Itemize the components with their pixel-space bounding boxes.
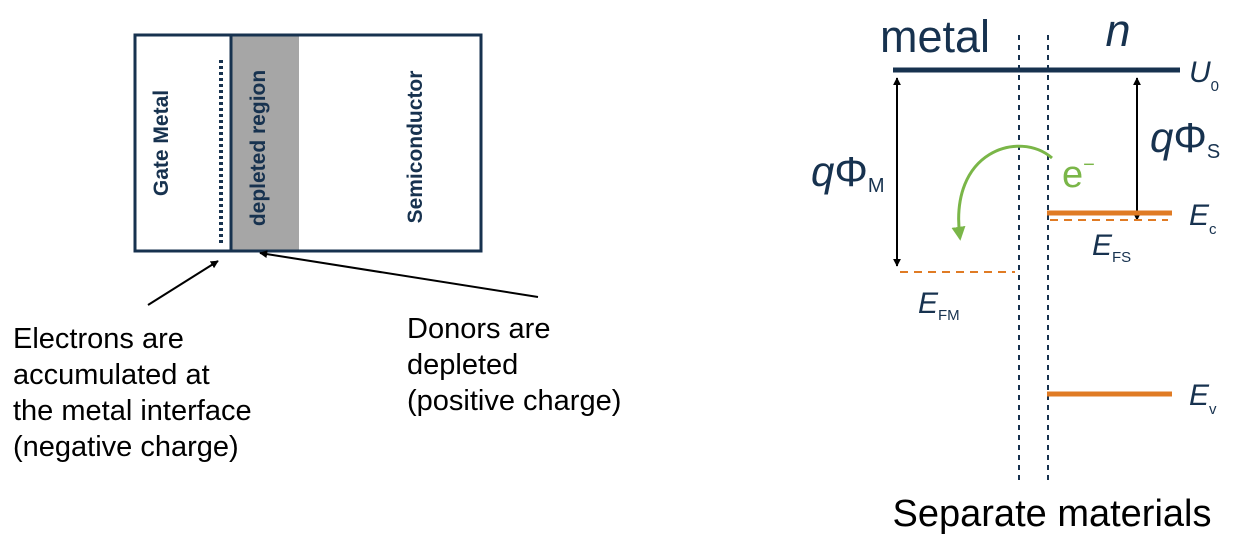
band-diagram: metal n U0 qΦM qΦS EFM Ec EFS Ev — [811, 5, 1220, 535]
band-diagram-caption: Separate materials — [893, 493, 1212, 535]
electrons-pointer-arrow — [147, 260, 219, 306]
depleted-region-label: depleted region — [247, 70, 270, 226]
n-type-label: n — [1105, 5, 1130, 56]
electron-label: e− — [1062, 154, 1095, 196]
structure-outline — [133, 33, 483, 253]
metal-work-function-label: qΦM — [811, 148, 885, 197]
semiconductor-work-function-label: qΦS — [1150, 114, 1220, 163]
electrons-note: Electrons are accumulated at the metal i… — [13, 323, 252, 463]
depleted-region-fill — [231, 35, 299, 251]
valence-band-label: Ev — [1189, 379, 1217, 418]
semiconductor-label: Semiconductor — [404, 71, 427, 224]
mos-structure: Gate Metal depleted region Semiconductor — [133, 33, 539, 306]
metal-label: metal — [880, 11, 990, 62]
metal-fermi-level-label: EFM — [918, 287, 960, 324]
electron-transfer-arrow — [951, 144, 1053, 241]
conduction-band-label: Ec — [1189, 199, 1217, 238]
donors-pointer-arrow — [259, 250, 539, 298]
gate-metal-label: Gate Metal — [150, 90, 173, 196]
donors-note: Donors are depleted (positive charge) — [407, 313, 622, 417]
vacuum-level-label: U0 — [1189, 56, 1219, 95]
semiconductor-fermi-level-label: EFS — [1092, 229, 1131, 266]
